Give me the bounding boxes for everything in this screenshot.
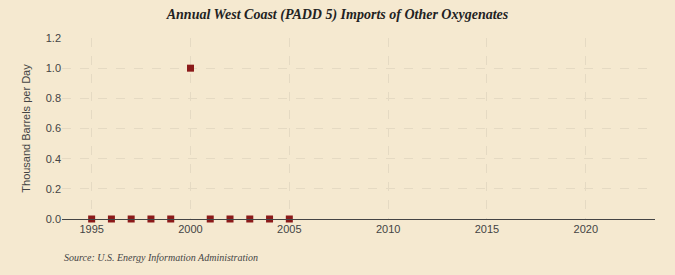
svg-text:Annual West Coast (PADD 5) Imp: Annual West Coast (PADD 5) Imports of Ot… (166, 7, 509, 23)
svg-text:0.8: 0.8 (46, 92, 61, 104)
svg-text:Thousand Barrels per Day: Thousand Barrels per Day (20, 64, 32, 193)
svg-text:2020: 2020 (574, 223, 598, 235)
svg-text:2015: 2015 (475, 223, 499, 235)
svg-text:1.2: 1.2 (46, 32, 61, 44)
svg-text:2000: 2000 (178, 223, 202, 235)
svg-text:0.6: 0.6 (46, 122, 61, 134)
svg-text:1995: 1995 (79, 223, 103, 235)
svg-text:Source: U.S. Energy Informatio: Source: U.S. Energy Information Administ… (64, 252, 258, 263)
svg-text:2005: 2005 (277, 223, 301, 235)
svg-text:0.0: 0.0 (46, 213, 61, 225)
svg-text:1.0: 1.0 (46, 62, 61, 74)
svg-text:0.4: 0.4 (46, 153, 61, 165)
svg-text:0.2: 0.2 (46, 183, 61, 195)
svg-text:2010: 2010 (376, 223, 400, 235)
